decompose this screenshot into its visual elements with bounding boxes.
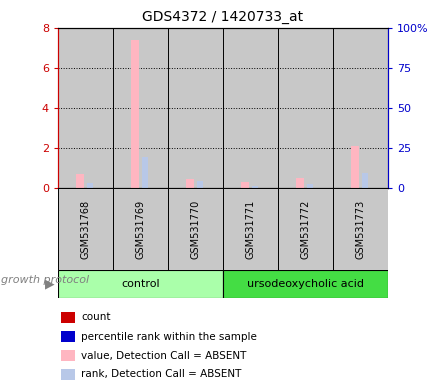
Bar	[168, 28, 222, 188]
Bar	[58, 188, 113, 270]
Bar	[332, 28, 387, 188]
Bar	[61, 350, 74, 361]
Bar	[186, 179, 194, 188]
Bar	[277, 188, 332, 270]
Text: percentile rank within the sample: percentile rank within the sample	[81, 331, 256, 341]
Bar	[241, 182, 249, 188]
Bar	[295, 178, 304, 188]
Bar	[332, 188, 387, 270]
Text: growth protocol: growth protocol	[1, 275, 89, 285]
Bar	[361, 173, 367, 188]
Text: count: count	[81, 313, 111, 323]
Bar	[251, 186, 258, 188]
Bar	[222, 188, 277, 270]
Bar	[58, 28, 113, 188]
Text: GSM531772: GSM531772	[300, 199, 310, 259]
Bar	[196, 181, 203, 188]
Bar	[86, 183, 93, 188]
Text: GSM531773: GSM531773	[355, 199, 365, 259]
Text: rank, Detection Call = ABSENT: rank, Detection Call = ABSENT	[81, 369, 241, 379]
Bar	[61, 312, 74, 323]
Bar	[277, 28, 332, 188]
Bar	[350, 146, 359, 188]
Bar	[61, 369, 74, 380]
Text: GSM531769: GSM531769	[135, 199, 145, 258]
Bar	[76, 174, 84, 188]
Text: value, Detection Call = ABSENT: value, Detection Call = ABSENT	[81, 351, 246, 361]
Bar	[306, 184, 313, 188]
Bar	[222, 28, 277, 188]
Text: ursodeoxycholic acid: ursodeoxycholic acid	[246, 279, 363, 289]
Bar	[168, 188, 222, 270]
Text: GSM531770: GSM531770	[190, 199, 200, 259]
Title: GDS4372 / 1420733_at: GDS4372 / 1420733_at	[142, 10, 303, 24]
Bar	[113, 188, 168, 270]
Bar	[61, 331, 74, 342]
Text: GSM531771: GSM531771	[245, 199, 255, 259]
Text: ▶: ▶	[44, 278, 54, 291]
Bar	[141, 157, 148, 188]
Text: control: control	[121, 279, 160, 289]
Bar	[222, 270, 387, 298]
Bar	[131, 40, 139, 188]
Bar	[58, 270, 222, 298]
Bar	[113, 28, 168, 188]
Text: GSM531768: GSM531768	[80, 199, 90, 258]
